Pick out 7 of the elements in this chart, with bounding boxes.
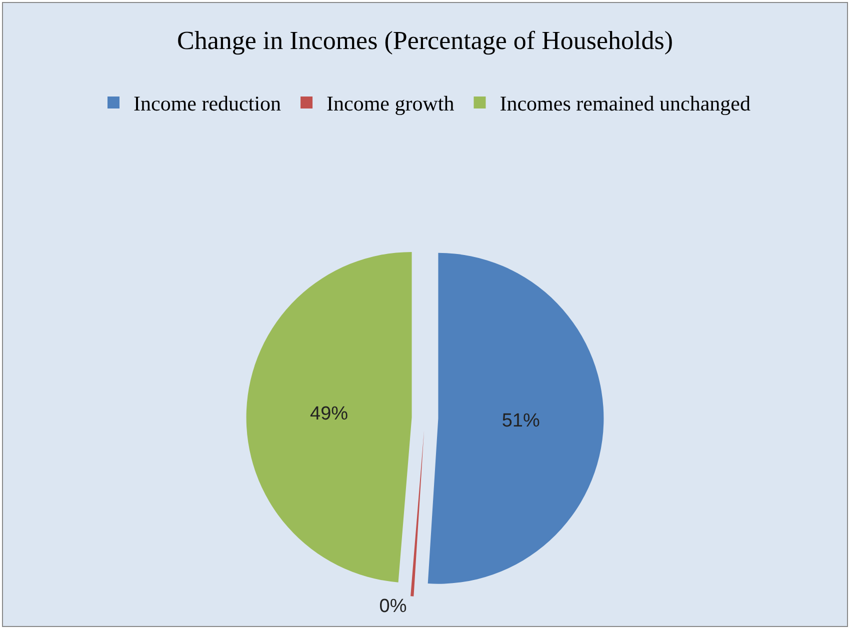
data-label: 0% bbox=[379, 596, 407, 618]
legend-label: Income growth bbox=[326, 92, 455, 116]
data-label: 49% bbox=[310, 404, 348, 425]
data-label: 51% bbox=[502, 410, 540, 432]
legend-label: Incomes remained unchanged bbox=[500, 92, 751, 116]
chart-title: Change in Incomes (Percentage of Households) bbox=[176, 26, 674, 56]
legend-label: Income reduction bbox=[134, 92, 282, 116]
